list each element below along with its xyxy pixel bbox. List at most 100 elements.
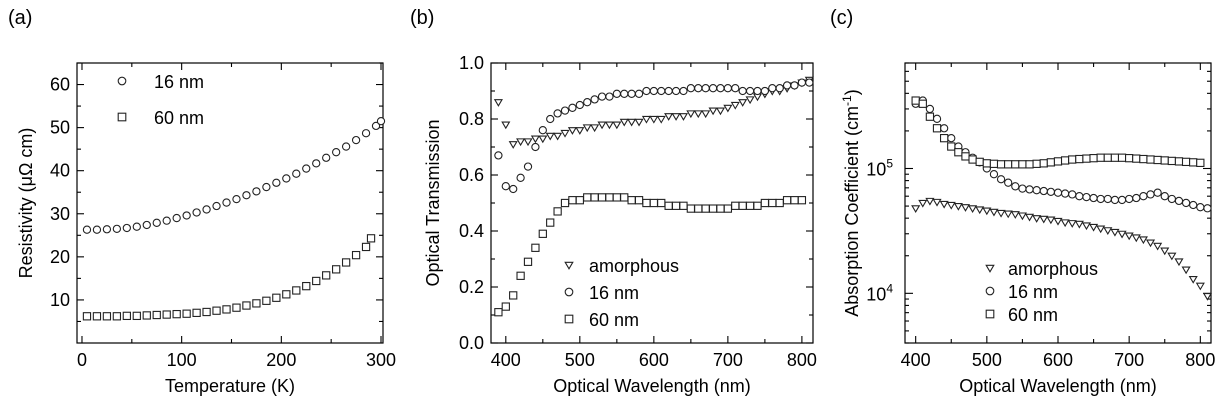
data-point-triangle-down (932, 198, 942, 207)
data-point-square (686, 204, 696, 213)
data-point-circle (947, 134, 956, 143)
data-point-triangle-down (619, 118, 629, 127)
data-point-square (627, 196, 636, 205)
data-point-triangle-down (604, 121, 614, 130)
legend: 16 nm 60 nm (117, 72, 204, 128)
y-tick-label: 0.8 (459, 109, 484, 129)
data-point-square (292, 286, 301, 295)
data-point-circle (583, 98, 592, 107)
data-point-circle (1110, 195, 1120, 205)
data-point-square (605, 193, 614, 202)
data-point-circle (1203, 204, 1212, 213)
data-point-circle (546, 114, 555, 124)
data-point-square (341, 258, 351, 267)
data-point-triangle-down (1110, 228, 1120, 237)
data-point-triangle-down (1103, 227, 1113, 235)
x-tick-label: 600 (639, 350, 669, 370)
data-point-circle (575, 100, 584, 110)
data-point-circle (1160, 192, 1169, 201)
y-tick-label: 50 (50, 118, 70, 138)
data-point-circle (657, 86, 666, 96)
data-point-square (242, 301, 251, 310)
data-point-circle (939, 124, 949, 133)
data-point-circle (701, 84, 710, 93)
data-point-circle (989, 170, 999, 179)
legend: amorphous 16 nm 60 nm (985, 259, 1098, 325)
data-point-triangle-down (1003, 210, 1013, 219)
data-point-circle (790, 81, 799, 90)
legend-label: 16 nm (589, 283, 639, 303)
data-point-triangle-down (738, 99, 748, 107)
x-tick-label: 200 (266, 350, 296, 370)
x-tick-label: 500 (565, 350, 595, 370)
data-point-triangle-down (1039, 215, 1049, 224)
data-point-square (642, 198, 651, 208)
data-point-square (501, 302, 510, 311)
legend-marker (564, 261, 574, 270)
panel-label: (c) (830, 7, 853, 29)
data-point-triangle-down (975, 206, 985, 215)
data-point-square (701, 204, 710, 213)
data-point-square (996, 160, 1006, 169)
data-point-square (590, 193, 599, 202)
data-point-square (1046, 158, 1056, 167)
data-point-triangle-down (701, 110, 711, 119)
data-point-square (1011, 160, 1020, 169)
data-point-square (1125, 154, 1134, 163)
data-point-triangle-down (582, 124, 592, 133)
data-point-square (961, 152, 970, 161)
data-point-square (366, 234, 376, 243)
data-point-square (1068, 155, 1077, 164)
data-point-square (1139, 154, 1148, 164)
data-point-square (142, 311, 151, 320)
data-point-square (82, 312, 92, 321)
data-point-triangle-down (516, 138, 526, 147)
data-point-circle (1082, 192, 1091, 202)
data-point-square (560, 198, 570, 208)
data-point-triangle-down (996, 209, 1006, 218)
data-point-triangle-down (968, 205, 978, 213)
data-point-circle (716, 84, 725, 93)
legend-label: amorphous (589, 256, 679, 276)
data-point-circle (262, 182, 271, 192)
data-point-circle (332, 148, 341, 157)
legend-marker (564, 314, 574, 324)
data-point-circle (694, 84, 703, 93)
data-point-circle (1053, 188, 1063, 197)
data-point-circle (996, 175, 1006, 184)
data-point-circle (1103, 194, 1112, 204)
data-point-square (112, 312, 122, 321)
data-point-circle (760, 86, 770, 96)
plot-frame (76, 62, 384, 344)
data-point-square (152, 310, 161, 320)
data-point-square (1196, 158, 1205, 167)
data-point-square (708, 204, 718, 213)
data-point-square (1053, 157, 1063, 166)
data-point-triangle-down (1017, 212, 1027, 221)
data-point-circle (112, 224, 122, 233)
data-point-triangle-down (693, 110, 703, 119)
data-point-square (1110, 153, 1120, 162)
data-point-triangle-down (656, 115, 666, 124)
data-point-triangle-down (1081, 222, 1092, 231)
data-point-triangle-down (1067, 220, 1077, 228)
data-point-square (671, 201, 681, 210)
data-point-triangle-down (634, 118, 644, 127)
data-point-triangle-down (1074, 220, 1084, 229)
x-tick-label: 800 (1185, 350, 1215, 370)
data-point-circle (731, 84, 740, 93)
data-point-square (1096, 153, 1105, 162)
data-point-square (982, 159, 991, 168)
data-point-circle (642, 86, 651, 96)
data-point-circle (1125, 194, 1134, 204)
data-point-circle (162, 216, 171, 225)
data-point-triangle-down (597, 121, 607, 130)
legend-marker (117, 112, 127, 122)
data-point-triangle-down (567, 127, 577, 135)
data-point-square (694, 204, 703, 213)
y-tick-label: 0.4 (459, 221, 484, 241)
data-point-square (1160, 156, 1169, 165)
x-tick-label: 700 (1114, 350, 1144, 370)
legend: amorphous 16 nm 60 nm (564, 256, 679, 330)
data-point-square (975, 157, 984, 167)
